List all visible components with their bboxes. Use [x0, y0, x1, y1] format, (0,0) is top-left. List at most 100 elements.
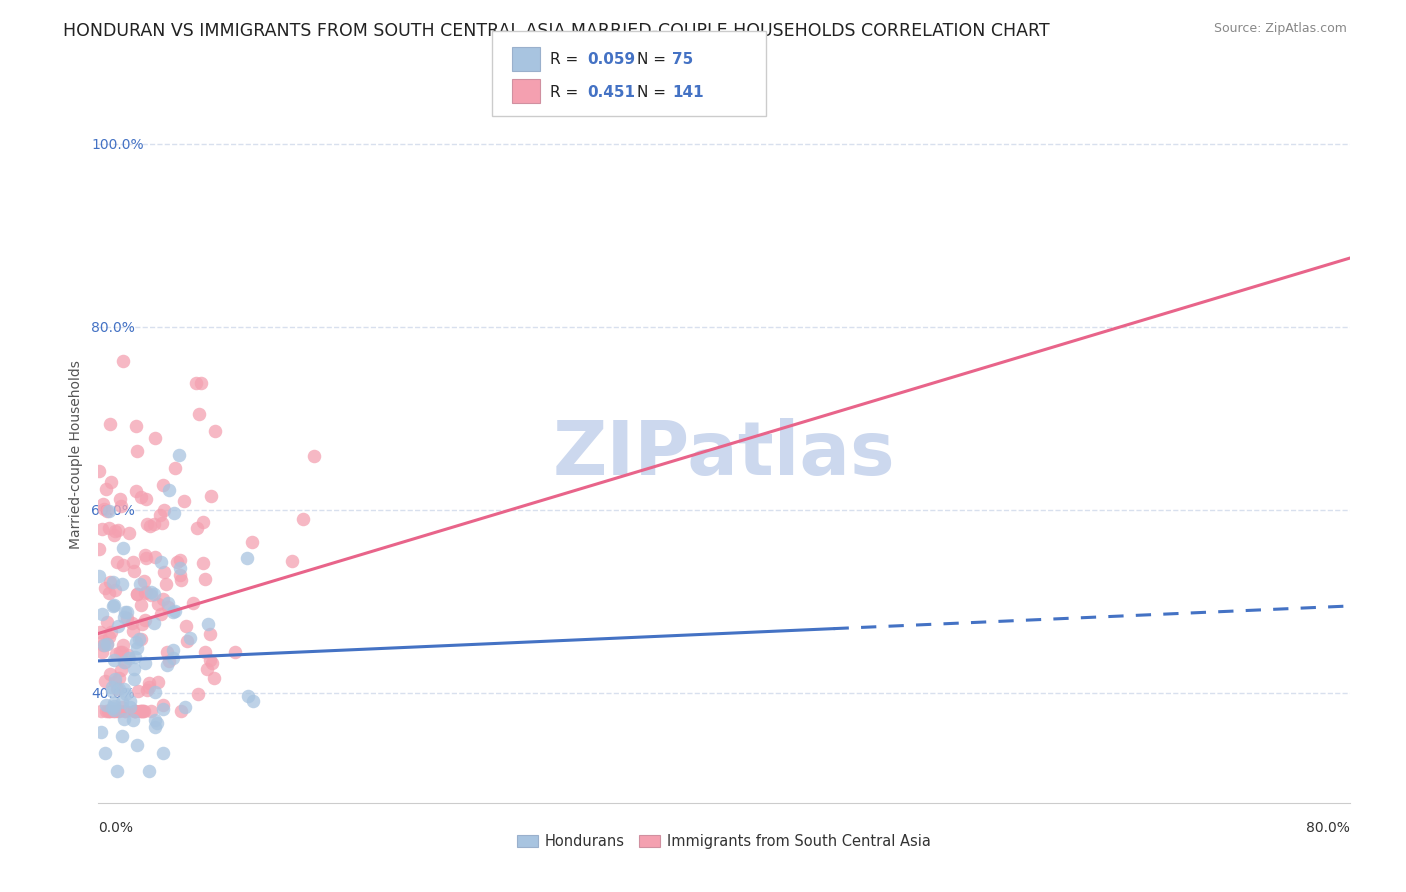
Point [200, 489, 222, 503]
Point [100, 574, 122, 589]
Point [157, 596, 180, 610]
Point [143, 615, 166, 630]
Point [191, 556, 214, 570]
Point [107, 619, 129, 633]
Point [111, 638, 134, 652]
Point [163, 506, 186, 520]
Point [143, 720, 166, 734]
Point [98, 704, 121, 718]
Point [162, 606, 184, 620]
Point [94, 674, 117, 689]
Point [129, 704, 152, 718]
Point [89, 624, 111, 639]
Point [224, 645, 246, 659]
Point [186, 376, 208, 390]
Point [170, 573, 193, 587]
Point [112, 712, 135, 726]
Point [110, 499, 132, 513]
Point [150, 607, 173, 621]
Point [103, 528, 125, 542]
Point [156, 645, 179, 659]
Point [105, 681, 128, 696]
Point [107, 523, 129, 537]
Point [173, 493, 195, 508]
Point [197, 617, 219, 632]
Y-axis label: Married-couple Households: Married-couple Households [69, 360, 83, 549]
Point [114, 655, 136, 669]
Point [90, 724, 112, 739]
Point [110, 645, 132, 659]
Point [129, 576, 152, 591]
Point [111, 558, 134, 573]
Point [174, 699, 197, 714]
Text: 0.451: 0.451 [588, 85, 636, 100]
Point [105, 764, 128, 779]
Point [101, 704, 124, 718]
Point [96, 615, 118, 629]
Point [114, 655, 136, 669]
Point [108, 492, 131, 507]
Point [281, 554, 304, 568]
Point [155, 576, 177, 591]
Point [101, 680, 124, 694]
Point [152, 746, 174, 760]
Point [111, 354, 134, 368]
Point [195, 662, 218, 676]
Point [125, 587, 148, 601]
Point [236, 690, 259, 704]
Point [142, 517, 165, 532]
Point [152, 565, 174, 579]
Point [174, 618, 197, 632]
Point [167, 448, 190, 462]
Point [124, 704, 146, 718]
Point [105, 647, 128, 661]
Point [302, 449, 325, 463]
Point [202, 671, 225, 685]
Point [152, 503, 174, 517]
Point [91, 523, 114, 537]
Point [127, 641, 149, 656]
Point [138, 764, 160, 778]
Point [100, 684, 122, 698]
Point [124, 672, 146, 686]
Point [134, 657, 156, 671]
Point [135, 491, 157, 506]
Text: 0.059: 0.059 [588, 53, 636, 68]
Point [118, 525, 141, 540]
Point [134, 548, 156, 562]
Point [240, 535, 263, 549]
Point [162, 642, 184, 657]
Point [134, 704, 156, 718]
Point [122, 624, 145, 638]
Point [193, 645, 215, 659]
Point [139, 588, 162, 602]
Point [110, 664, 132, 678]
Text: 75: 75 [672, 53, 693, 68]
Point [117, 805, 139, 819]
Point [98, 666, 121, 681]
Point [104, 675, 127, 690]
Point [114, 605, 136, 619]
Point [107, 704, 129, 718]
Point [124, 704, 146, 718]
Point [103, 653, 125, 667]
Point [121, 713, 143, 727]
Point [187, 407, 209, 421]
Point [122, 662, 145, 676]
Point [129, 599, 152, 613]
Point [124, 704, 146, 718]
Text: N =: N = [637, 85, 671, 100]
Point [103, 703, 125, 717]
Point [93, 639, 115, 653]
Point [112, 610, 135, 624]
Point [91, 638, 114, 652]
Text: 80.0%: 80.0% [1306, 822, 1350, 835]
Point [98, 504, 121, 518]
Point [96, 636, 118, 650]
Point [105, 555, 128, 569]
Text: 0.0%: 0.0% [98, 822, 134, 835]
Point [138, 676, 160, 690]
Point [118, 651, 141, 665]
Point [156, 658, 179, 673]
Point [87, 542, 110, 557]
